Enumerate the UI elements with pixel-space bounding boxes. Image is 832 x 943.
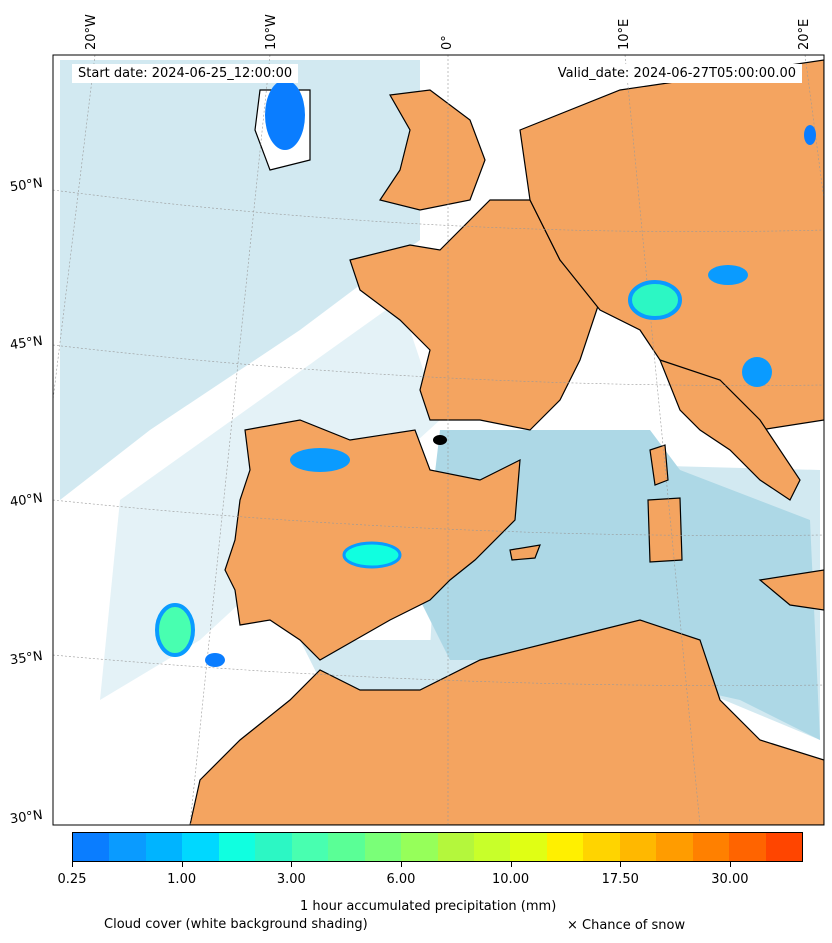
- colorbar-tick: [510, 862, 512, 867]
- colorbar-bin: [437, 833, 474, 861]
- colorbar-tick: [72, 862, 73, 867]
- colorbar-bin: [182, 833, 219, 861]
- iberia: [224, 419, 521, 661]
- corsica: [649, 444, 669, 486]
- colorbar-bin: [218, 833, 256, 861]
- colorbar-tick-label: 10.00: [491, 872, 530, 887]
- map-frame: [52, 54, 825, 826]
- colorbar-label: 1 hour accumulated precipitation (mm): [300, 899, 557, 914]
- colorbar-bin: [473, 833, 511, 861]
- snow-marker: [433, 435, 447, 445]
- colorbar-tick: [400, 862, 402, 867]
- lon-label: 20°E: [797, 18, 812, 50]
- colorbar-bin: [328, 833, 365, 861]
- precipitation-colorbar: [72, 832, 803, 862]
- colorbar-tick: [729, 862, 731, 867]
- sardinia: [647, 497, 683, 563]
- colorbar-bin: [729, 833, 766, 861]
- france: [349, 199, 601, 431]
- lon-label: 0°: [440, 35, 455, 50]
- sicily: [758, 569, 824, 611]
- sea-cloud-dense: [420, 430, 820, 740]
- lon-label: 10°E: [617, 18, 632, 50]
- colorbar-bin: [510, 833, 547, 861]
- colorbar-bin: [364, 833, 402, 861]
- colorbar-bin: [583, 833, 620, 861]
- colorbar-tick-label: 30.00: [711, 872, 749, 887]
- colorbar-tick: [620, 862, 622, 867]
- colorbar-tick: [181, 862, 183, 867]
- colorbar-bin: [145, 833, 183, 861]
- colorbar-bin: [765, 833, 803, 861]
- graticule: [53, 55, 824, 825]
- colorbar-bin: [619, 833, 657, 861]
- precipitation-areas: [155, 80, 816, 667]
- colorbar-bin: [656, 833, 693, 861]
- colorbar-bin: [401, 833, 438, 861]
- lon-label: 10°W: [264, 14, 279, 50]
- cloud-cover-legend: Cloud cover (white background shading): [104, 917, 368, 932]
- britain: [379, 89, 486, 211]
- italy: [658, 359, 801, 501]
- lon-label: 20°W: [84, 14, 99, 50]
- land-areas: [189, 59, 824, 825]
- colorbar-bin: [291, 833, 329, 861]
- north-africa: [189, 619, 824, 825]
- valid-date: Valid_date: 2024-06-27T05:00:00.00: [551, 64, 802, 83]
- colorbar-tick-label: 6.00: [386, 872, 416, 887]
- colorbar-tick-label: 3.00: [276, 872, 306, 887]
- colorbar-bin: [546, 833, 584, 861]
- colorbar-bin: [109, 833, 146, 861]
- colorbar-tick-label: 0.25: [57, 872, 87, 887]
- balearics: [509, 544, 541, 561]
- snow-legend: × Chance of snow: [567, 918, 686, 933]
- colorbar-bin: [692, 833, 730, 861]
- colorbar-bin: [73, 833, 110, 861]
- colorbar-tick-label: 17.50: [601, 872, 639, 887]
- start-date: Start date: 2024-06-25_12:00:00: [72, 64, 299, 83]
- colorbar-bin: [255, 833, 292, 861]
- colorbar-tick: [291, 862, 293, 867]
- colorbar-tick-label: 1.00: [167, 872, 197, 887]
